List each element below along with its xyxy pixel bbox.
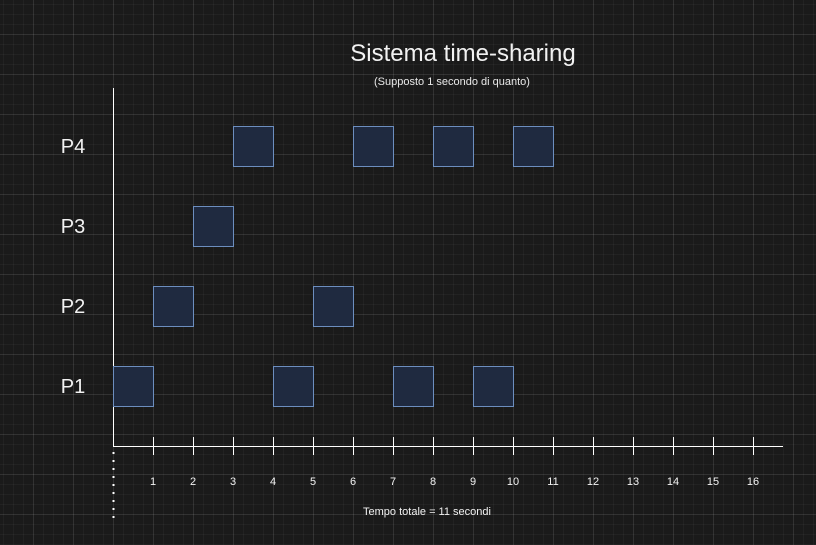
time-slot-p2-1 [153, 286, 194, 327]
x-tick-label-11: 11 [547, 476, 558, 488]
time-slots [113, 126, 554, 407]
x-tick-label-7: 7 [390, 476, 396, 488]
x-tick-label-1: 1 [150, 476, 156, 488]
row-label-p4: P4 [61, 136, 85, 158]
x-tick-label-8: 8 [430, 476, 436, 488]
x-tick-label-9: 9 [470, 476, 476, 488]
time-slot-p1-0 [113, 366, 154, 407]
time-slot-p4-8 [433, 126, 474, 167]
time-slot-p1-9 [473, 366, 514, 407]
row-label-p2: P2 [61, 296, 85, 318]
row-label-p1: P1 [61, 376, 85, 398]
diagram-title: Sistema time-sharing [350, 40, 575, 67]
time-slot-p2-5 [313, 286, 354, 327]
row-label-p3: P3 [61, 216, 85, 238]
x-tick-label-15: 15 [707, 476, 719, 488]
diagram-subtitle: (Supposto 1 secondo di quanto) [374, 76, 530, 88]
x-tick-label-16: 16 [747, 476, 759, 488]
x-axis-ticks: 1 2 3 4 5 6 7 8 9 10 11 12 13 14 15 16 [150, 437, 759, 488]
x-tick-label-10: 10 [507, 476, 519, 488]
total-time-label: Tempo totale = 11 secondi [363, 506, 491, 518]
time-slot-p4-6 [353, 126, 394, 167]
time-slot-p3-2 [193, 206, 234, 247]
x-tick-label-2: 2 [190, 476, 196, 488]
x-tick-label-13: 13 [627, 476, 639, 488]
x-tick-label-6: 6 [350, 476, 356, 488]
x-tick-label-4: 4 [270, 476, 276, 488]
time-slot-p1-7 [393, 366, 434, 407]
x-tick-label-14: 14 [667, 476, 679, 488]
x-tick-label-12: 12 [587, 476, 599, 488]
time-slot-p1-4 [273, 366, 314, 407]
x-tick-label-3: 3 [230, 476, 236, 488]
time-slot-p4-3 [233, 126, 274, 167]
x-tick-label-5: 5 [310, 476, 316, 488]
row-labels: P1 P2 P3 P4 [61, 136, 85, 398]
time-slot-p4-10 [513, 126, 554, 167]
